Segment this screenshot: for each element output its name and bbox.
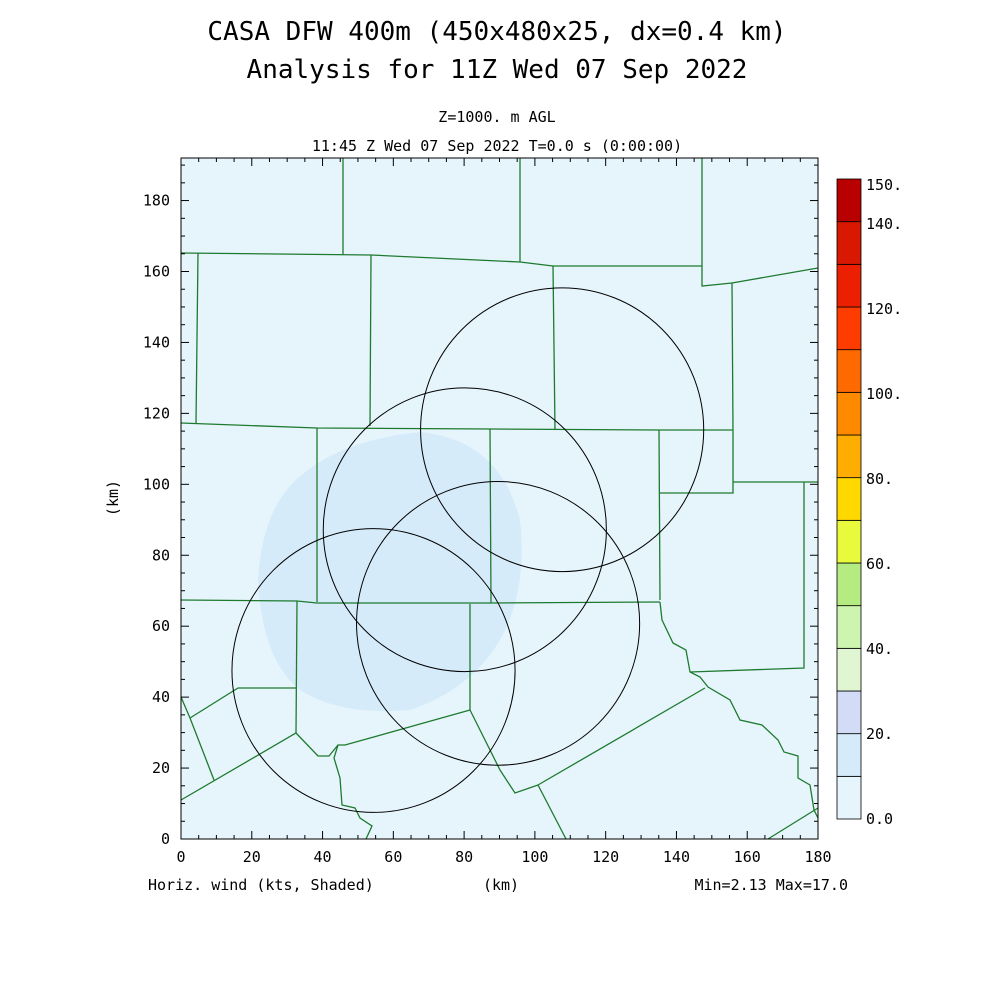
- county-line: [295, 600, 298, 734]
- axis-ticks: [180, 158, 819, 840]
- county-line: [489, 428, 492, 604]
- x-tick-label: 120: [592, 848, 619, 866]
- colorbar-swatch: [836, 434, 862, 479]
- colorbar-label: 60.: [866, 555, 893, 573]
- y-tick-label: 100: [143, 475, 170, 493]
- x-tick-label: 160: [734, 848, 761, 866]
- x-axis-label: (km): [483, 876, 519, 894]
- colorbar-swatch: [836, 690, 862, 735]
- y-tick-label: 120: [143, 404, 170, 422]
- colorbar-swatch: [836, 647, 862, 692]
- colorbar-swatch: [836, 562, 862, 607]
- level-label: Z=1000. m AGL: [438, 108, 555, 126]
- radar-range-ring: [356, 480, 641, 766]
- x-tick-label: 140: [663, 848, 690, 866]
- county-line: [659, 601, 819, 819]
- radar-range-ring: [420, 287, 705, 573]
- x-tick-label: 0: [176, 848, 185, 866]
- x-tick-label: 180: [804, 848, 831, 866]
- y-tick-label: 180: [143, 192, 170, 210]
- colorbar-label: 140.: [866, 215, 902, 233]
- colorbar-label: 150.: [866, 176, 902, 194]
- y-tick-label: 40: [152, 688, 170, 706]
- y-tick-label: 0: [161, 830, 170, 848]
- county-line: [767, 807, 819, 840]
- colorbar-labels: 150. 140. 120. 100. 80. 60. 40. 20. 0.0: [866, 176, 902, 828]
- county-line: [195, 252, 199, 424]
- x-tick-label: 60: [384, 848, 402, 866]
- x-tick-label: 40: [314, 848, 332, 866]
- y-tick-labels: 0 20 40 60 80 100 120 140 160 180: [143, 192, 170, 848]
- colorbar: [836, 178, 862, 820]
- x-tick-label: 80: [455, 848, 473, 866]
- plot-area: [180, 157, 819, 840]
- colorbar-swatch: [836, 733, 862, 777]
- y-axis-label: (km): [104, 480, 122, 516]
- y-tick-label: 140: [143, 333, 170, 351]
- county-line: [689, 482, 805, 673]
- radar-range-rings: [231, 287, 705, 813]
- x-tick-label: 100: [521, 848, 548, 866]
- county-line: [189, 687, 296, 719]
- county-line: [180, 709, 539, 801]
- county-boundaries: [180, 158, 819, 840]
- y-tick-label: 60: [152, 617, 170, 635]
- county-line: [333, 744, 373, 840]
- colorbar-label: 20.: [866, 725, 893, 743]
- colorbar-swatch: [836, 391, 862, 436]
- colorbar-label: 80.: [866, 470, 893, 488]
- colorbar-swatch: [836, 477, 862, 521]
- min-max-label: Min=2.13 Max=17.0: [694, 876, 848, 894]
- colorbar-label: 100.: [866, 385, 902, 403]
- colorbar-swatch: [836, 178, 862, 223]
- y-tick-label: 160: [143, 263, 170, 281]
- county-line: [369, 254, 372, 427]
- colorbar-label: 40.: [866, 640, 893, 658]
- colorbar-swatch: [836, 349, 862, 393]
- title-line1: CASA DFW 400m (450x480x25, dx=0.4 km): [207, 17, 786, 47]
- county-line: [701, 158, 819, 287]
- y-tick-label: 80: [152, 546, 170, 564]
- county-line: [180, 696, 215, 781]
- x-tick-labels: 0 20 40 60 80 100 120 140 160 180: [176, 848, 831, 866]
- county-line: [180, 599, 661, 604]
- county-line: [537, 687, 706, 786]
- radar-range-ring: [322, 387, 607, 673]
- colorbar-swatch: [836, 605, 862, 649]
- county-line: [537, 784, 567, 840]
- county-line: [731, 282, 734, 431]
- county-line: [552, 265, 556, 431]
- colorbar-swatch: [836, 263, 862, 308]
- colorbar-label: 120.: [866, 300, 902, 318]
- y-tick-label: 20: [152, 759, 170, 777]
- footer-left-label: Horiz. wind (kts, Shaded): [148, 876, 374, 894]
- colorbar-label: 0.0: [866, 810, 893, 828]
- title-line2: Analysis for 11Z Wed 07 Sep 2022: [247, 55, 748, 85]
- colorbar-swatch: [836, 519, 862, 564]
- colorbar-swatch: [836, 306, 862, 351]
- county-line: [660, 430, 734, 494]
- county-line: [658, 429, 661, 601]
- colorbar-swatch: [836, 221, 862, 265]
- x-tick-label: 20: [243, 848, 261, 866]
- time-label: 11:45 Z Wed 07 Sep 2022 T=0.0 s (0:00:00…: [312, 137, 682, 155]
- wind-shading-blob: [258, 432, 522, 712]
- radar-range-ring: [231, 528, 516, 813]
- colorbar-swatch: [836, 775, 862, 820]
